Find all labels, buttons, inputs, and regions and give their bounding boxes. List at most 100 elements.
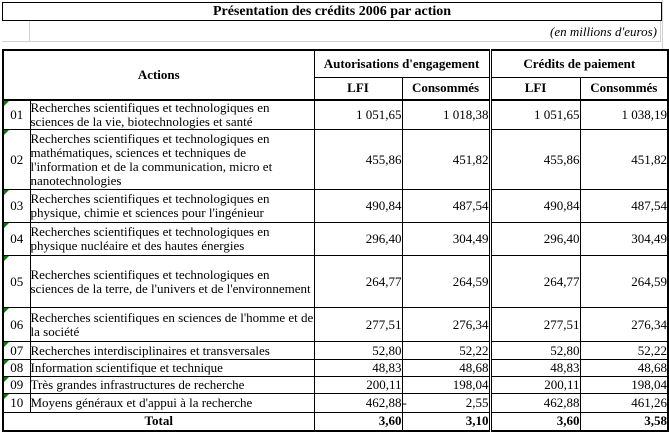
error-triangle-icon — [4, 223, 9, 228]
action-number: 02 — [2, 129, 31, 190]
table-row: 01 Recherches scientifiques et technolog… — [2, 99, 669, 130]
table-row: 07 Recherches interdisciplinaires et tra… — [2, 341, 669, 360]
error-triangle-icon — [4, 101, 9, 106]
total-label: Total — [2, 412, 315, 431]
table-row: 05 Recherches scientifiques et technolog… — [2, 255, 669, 308]
group-header-autorisations: Autorisations d'engagement — [313, 49, 491, 78]
cp-lfi-value: 52,80 — [488, 341, 581, 360]
action-number: 06 — [2, 307, 31, 342]
table-row: 03 Recherches scientifiques et technolog… — [2, 189, 669, 223]
gridline-vertical-right — [662, 0, 663, 49]
page-title: Présentation des crédits 2006 par action — [2, 2, 662, 21]
cp-lfi-value: 462,88 — [488, 393, 581, 413]
table-row: 06 Recherches scientifiques en sciences … — [2, 307, 669, 342]
column-header-cp-consommes: Consommés — [579, 76, 669, 101]
ae-lfi-value: 277,51 — [313, 307, 403, 342]
error-triangle-icon — [4, 377, 9, 382]
ae-consommes-value: 52,22 — [401, 341, 491, 360]
error-triangle-icon — [4, 360, 9, 365]
action-label: Recherches scientifiques et technologiqu… — [29, 189, 315, 223]
cp-consommes-value: 461,26 — [579, 393, 669, 413]
action-label: Recherches interdisciplinaires et transv… — [29, 341, 315, 360]
total-ae-lfi-value: 3,60 — [313, 412, 403, 431]
ae-lfi-value: 200,11 — [313, 376, 403, 394]
cp-lfi-value: 277,51 — [488, 307, 581, 342]
ae-consommes-value: 451,82 — [401, 129, 491, 190]
action-label: Recherches scientifiques et technologiqu… — [29, 255, 315, 308]
cp-lfi-value: 48,83 — [488, 359, 581, 377]
ae-lfi-value: 264,77 — [313, 255, 403, 308]
error-triangle-icon — [4, 190, 9, 195]
table-row: 02 Recherches scientifiques et technolog… — [2, 129, 669, 190]
ae-lfi-value: 1 051,65 — [313, 99, 403, 130]
action-number: 03 — [2, 189, 31, 223]
error-triangle-icon — [4, 342, 9, 347]
negative-sign: - — [402, 395, 407, 410]
column-header-ae-consommes: Consommés — [401, 76, 491, 101]
cp-lfi-value: 1 051,65 — [488, 99, 581, 130]
action-label: Très grandes infrastructures de recherch… — [29, 376, 315, 394]
action-number: 04 — [2, 222, 31, 256]
cp-consommes-value: 451,82 — [579, 129, 669, 190]
cp-lfi-value: 200,11 — [488, 376, 581, 394]
cp-consommes-value: 304,49 — [579, 222, 669, 256]
ae-lfi-value: 296,40 — [313, 222, 403, 256]
cp-lfi-value: 296,40 — [488, 222, 581, 256]
cp-consommes-value: 276,34 — [579, 307, 669, 342]
ae-consommes-value: 1 018,38 — [401, 99, 491, 130]
ae-consommes-value: 48,68 — [401, 359, 491, 377]
group-header-credits-paiement: Crédits de paiement — [488, 49, 669, 78]
column-header-ae-lfi: LFI — [313, 76, 403, 101]
total-cp-lfi-value: 3,60 — [488, 412, 581, 431]
error-triangle-icon — [4, 256, 9, 261]
cp-consommes-value: 198,04 — [579, 376, 669, 394]
cp-consommes-value: 52,22 — [579, 341, 669, 360]
error-triangle-icon — [4, 130, 9, 135]
table-row: 10 Moyens généraux et d'appui à la reche… — [2, 393, 669, 413]
action-number: 07 — [2, 341, 31, 360]
ae-consommes-value: 198,04 — [401, 376, 491, 394]
action-number: 09 — [2, 376, 31, 394]
action-number: 08 — [2, 359, 31, 377]
cp-consommes-value: 264,59 — [579, 255, 669, 308]
cp-lfi-value: 264,77 — [488, 255, 581, 308]
action-label: Recherches scientifiques et technologiqu… — [29, 99, 315, 130]
action-label: Recherches scientifiques et technologiqu… — [29, 129, 315, 190]
ae-consommes-value: 264,59 — [401, 255, 491, 308]
action-label: Recherches scientifiques et technologiqu… — [29, 222, 315, 256]
error-triangle-icon — [4, 394, 9, 399]
action-number: 01 — [2, 99, 31, 130]
cp-consommes-value: 1 038,19 — [579, 99, 669, 130]
cp-consommes-value: 48,68 — [579, 359, 669, 377]
error-triangle-icon — [4, 308, 9, 313]
action-label: Recherches scientifiques en sciences de … — [29, 307, 315, 342]
cp-consommes-value: 487,54 — [579, 189, 669, 223]
credits-table: Actions Autorisations d'engagement Crédi… — [2, 49, 669, 432]
ae-lfi-value: 48,83 — [313, 359, 403, 377]
column-header-cp-lfi: LFI — [488, 76, 581, 101]
action-label: Information scientifique et technique — [29, 359, 315, 377]
total-cp-consommes-value: 3,58 — [579, 412, 669, 431]
ae-lfi-value: 490,84 — [313, 189, 403, 223]
ae-lfi-value: 462,88 — [313, 393, 403, 413]
table-row: 09 Très grandes infrastructures de reche… — [2, 376, 669, 394]
total-row: Total 3,60 3,10 3,60 3,58 — [2, 412, 669, 431]
units-note: (en millions d'euros) — [2, 21, 661, 42]
column-header-actions: Actions — [2, 49, 315, 101]
ae-consommes-value: -2,55 — [401, 393, 491, 413]
ae-consommes-value: 304,49 — [401, 222, 491, 256]
ae-lfi-value: 455,86 — [313, 129, 403, 190]
action-number: 10 — [2, 393, 31, 413]
table-row: 08 Information scientifique et technique… — [2, 359, 669, 377]
ae-lfi-value: 52,80 — [313, 341, 403, 360]
total-ae-consommes-value: 3,10 — [401, 412, 491, 431]
action-label: Moyens généraux et d'appui à la recherch… — [29, 393, 315, 413]
ae-consommes-value: 276,34 — [401, 307, 491, 342]
cp-lfi-value: 455,86 — [488, 129, 581, 190]
table-row: 04 Recherches scientifiques et technolog… — [2, 222, 669, 256]
ae-consommes-value: 487,54 — [401, 189, 491, 223]
gridline-vertical-left — [29, 21, 30, 42]
action-number: 05 — [2, 255, 31, 308]
cp-lfi-value: 490,84 — [488, 189, 581, 223]
